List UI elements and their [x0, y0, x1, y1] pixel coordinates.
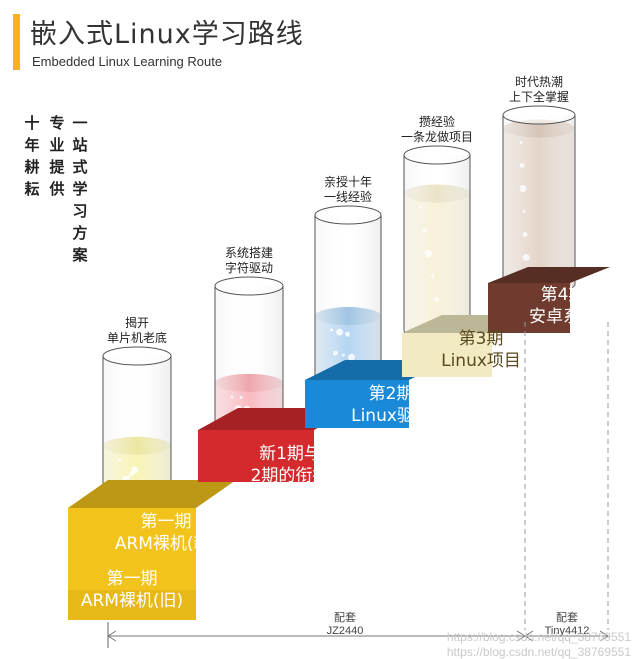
cylinder-caption-line: 揭开 — [124, 316, 149, 330]
cylinder-5 — [502, 105, 576, 294]
cylinder-rim — [314, 205, 382, 225]
cylinder-caption-4: 攒经验 一条龙做项目 — [387, 115, 487, 145]
cylinder-caption-line: 单片机老底 — [106, 331, 167, 345]
cylinder-caption-line: 攒经验 — [418, 115, 455, 129]
page-subtitle: Embedded Linux Learning Route — [32, 54, 223, 69]
step-label-1: 第一期 ARM裸机(旧) — [68, 568, 196, 612]
dimension-board-text: Tiny4412 — [544, 625, 590, 637]
cylinder-caption-line: 一线经验 — [323, 190, 372, 204]
step-label-line: 第3期 — [458, 329, 504, 349]
watermark-1: https://blog.csdn.net/qq_38769551 — [446, 630, 631, 644]
step-front-face — [68, 508, 196, 590]
title-accent-bar — [13, 14, 20, 70]
step-front-face — [198, 430, 314, 482]
cylinder-3 — [314, 205, 382, 388]
step-label-line: Linux驱动 — [351, 406, 431, 426]
step-label-2: 第一期 ARM裸机(新) — [102, 511, 230, 555]
route-step-6 — [488, 267, 610, 333]
cylinder-caption-1: 揭开 单片机老底 — [87, 316, 187, 346]
route-step-2 — [68, 480, 236, 590]
step-label-line: 第一期 — [106, 569, 158, 589]
step-label-5: 第3期 Linux项目 — [436, 328, 526, 372]
cylinder-caption-2: 系统搭建 字符驱动 — [199, 246, 299, 276]
step-label-line: ARM裸机(新) — [114, 534, 218, 554]
step-front-face — [305, 380, 409, 428]
step-front-face — [488, 283, 570, 333]
dimension-label-text: 配套 — [334, 612, 356, 624]
dimension-label-tiny4412: 配套 Tiny4412 — [531, 612, 603, 638]
step-label-6: 第4期 安卓系统 — [522, 284, 604, 328]
dimension-label-jz2440: 配套 JZ2440 — [305, 612, 385, 638]
dimension-lines — [107, 322, 609, 648]
cylinder-glass — [502, 115, 576, 294]
route-step-4 — [305, 360, 449, 428]
dimension-label-text: 配套 — [556, 612, 578, 624]
step-label-line: 2期的衔接 — [250, 466, 330, 486]
slogan-column-3: 一站式学习方案 — [72, 114, 88, 264]
cylinder-4 — [403, 145, 471, 340]
cylinder-caption-line: 一条龙做项目 — [400, 130, 473, 144]
step-label-line: 第4期 — [540, 285, 586, 305]
step-label-line: 第一期 — [140, 512, 192, 532]
cylinder-caption-line: 系统搭建 — [224, 246, 273, 260]
step-label-line: 第2期 — [368, 384, 414, 404]
step-top-face — [68, 480, 236, 508]
cylinder-caption-line: 上下全掌握 — [508, 90, 569, 104]
cylinder-rim — [502, 105, 576, 125]
slogan-column-2: 专业提供 — [49, 114, 65, 198]
cylinder-caption-line: 亲授十年 — [323, 175, 372, 189]
cylinder-glass — [102, 356, 172, 500]
cylinder-caption-3: 亲授十年 一线经验 — [298, 175, 398, 205]
step-label-3: 新1期与 2期的衔接 — [232, 443, 348, 487]
step-label-line: 安卓系统 — [529, 307, 597, 327]
step-label-4: 第2期 Linux驱动 — [339, 383, 443, 427]
cylinder-rim — [403, 145, 471, 165]
page-title: 嵌入式Linux学习路线 — [30, 19, 304, 50]
cylinder-rim — [102, 346, 172, 366]
step-label-line: ARM裸机(旧) — [80, 591, 184, 611]
cylinder-rim — [214, 276, 284, 296]
step-label-line: 新1期与 — [259, 444, 321, 464]
slogan-column-1: 十年耕耘 — [24, 114, 40, 198]
watermark-2: https://blog.csdn.net/qq_38769551 — [446, 645, 631, 659]
cylinder-caption-line: 时代热潮 — [514, 75, 563, 89]
step-group — [68, 267, 610, 620]
cylinder-caption-5: 时代热潮 上下全掌握 — [489, 75, 589, 105]
step-front-face — [402, 333, 492, 377]
dimension-board-text: JZ2440 — [326, 625, 364, 637]
cylinder-caption-line: 字符驱动 — [224, 261, 273, 275]
step-top-face — [488, 267, 610, 283]
cylinder-1 — [102, 346, 172, 500]
cylinder-glass — [403, 155, 471, 340]
step-label-line: Linux项目 — [441, 351, 521, 371]
